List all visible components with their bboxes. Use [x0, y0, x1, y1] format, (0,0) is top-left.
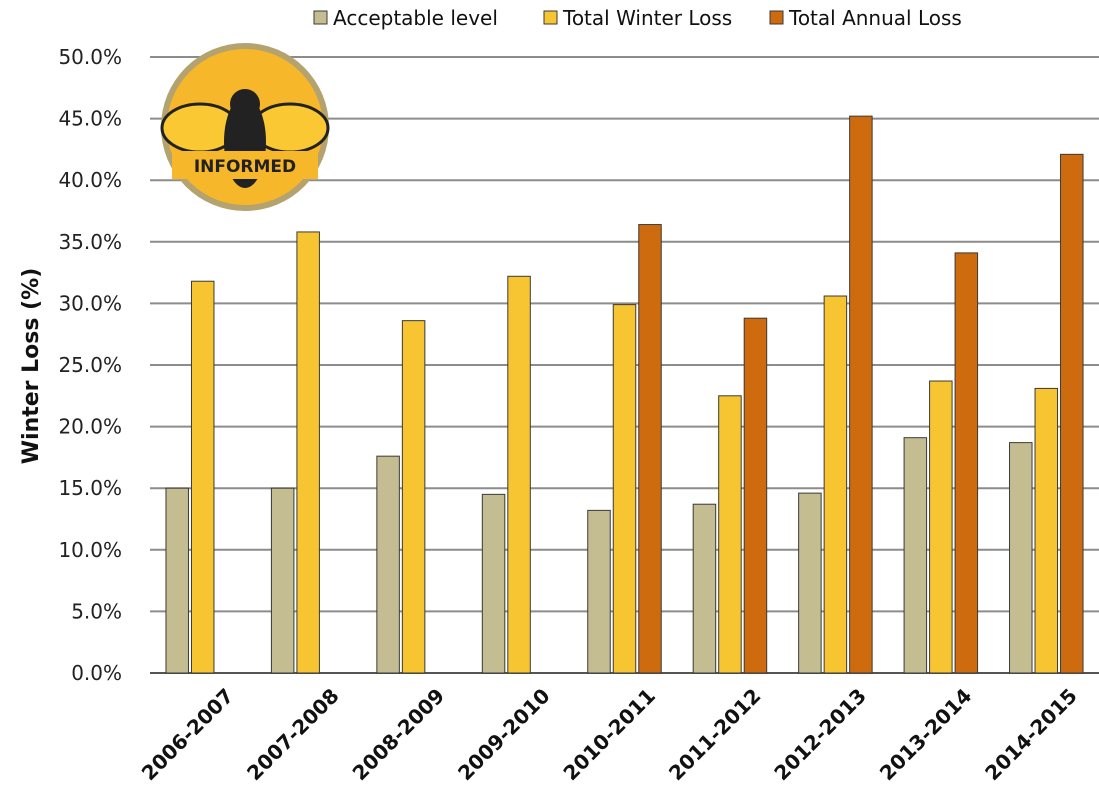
logo-bee-head: [230, 89, 260, 119]
y-axis-ticks: 0.0% 5.0% 10.0% 15.0% 20.0% 25.0% 30.0% 35.0% 40…: [58, 45, 122, 685]
x-tick-label: 2012-2013: [769, 684, 871, 786]
legend-swatch-total-annual-loss: [769, 10, 784, 25]
bar-total-annual-loss: [849, 115, 873, 674]
bars: [165, 115, 1084, 674]
x-tick-label: 2013-2014: [875, 684, 977, 786]
bee-informed-logo: BEE INFORMED: [160, 43, 330, 211]
y-tick-label: 35.0%: [58, 230, 122, 254]
legend-swatch-acceptable-level: [313, 10, 328, 25]
legend-label: Acceptable level: [333, 6, 498, 30]
y-tick-label: 45.0%: [58, 107, 122, 131]
y-tick-label: 50.0%: [58, 45, 122, 69]
bar-acceptable-level: [270, 487, 295, 674]
bar-total-winter-loss: [1034, 387, 1059, 674]
y-tick-label: 40.0%: [58, 168, 122, 192]
bar-total-winter-loss: [296, 231, 320, 674]
bar-acceptable-level: [587, 509, 611, 674]
bar-total-winter-loss: [823, 295, 848, 674]
bar-acceptable-level: [903, 437, 928, 674]
logo-text-bee: BEE: [230, 126, 260, 142]
bar-total-winter-loss: [612, 304, 637, 674]
x-tick-label: 2007-2008: [242, 684, 344, 786]
legend-label: Total Annual Loss: [788, 6, 962, 30]
y-axis-label: Winter Loss (%): [19, 268, 44, 465]
y-tick-label: 25.0%: [58, 353, 122, 377]
y-tick-label: 5.0%: [71, 599, 122, 623]
x-axis-ticks: 2006-2007 2007-2008 2008-2009 2009-2010 2010…: [137, 684, 1082, 786]
bar-total-annual-loss: [1060, 153, 1084, 674]
y-tick-label: 0.0%: [71, 661, 122, 685]
y-tick-label: 20.0%: [58, 415, 122, 439]
bar-total-winter-loss: [929, 380, 953, 674]
bar-total-winter-loss: [190, 280, 215, 674]
bar-total-winter-loss: [507, 275, 531, 674]
logo-band: [172, 151, 318, 179]
bar-total-winter-loss: [718, 395, 742, 674]
legend-swatch-total-winter-loss: [543, 10, 558, 25]
bar-acceptable-level: [165, 487, 189, 674]
bar-acceptable-level: [1009, 442, 1033, 674]
bar-total-annual-loss: [743, 317, 768, 674]
bar-total-annual-loss: [638, 224, 662, 674]
bar-total-winter-loss: [401, 320, 426, 674]
y-tick-label: 10.0%: [58, 538, 122, 562]
x-tick-label: 2008-2009: [348, 684, 450, 786]
bar-acceptable-level: [692, 503, 717, 674]
legend-label: Total Winter Loss: [562, 6, 732, 30]
x-tick-label: 2009-2010: [453, 684, 555, 786]
bar-acceptable-level: [376, 455, 400, 674]
x-tick-label: 2010-2011: [558, 684, 660, 786]
bar-acceptable-level: [481, 493, 506, 674]
bar-acceptable-level: [798, 492, 822, 674]
y-tick-label: 15.0%: [58, 476, 122, 500]
logo-text-informed: INFORMED: [194, 157, 296, 177]
bar-total-annual-loss: [954, 252, 979, 674]
y-tick-label: 30.0%: [58, 291, 122, 315]
x-tick-label: 2006-2007: [137, 684, 239, 786]
x-tick-label: 2011-2012: [664, 684, 766, 786]
legend: Acceptable level Total Winter Loss Total A…: [313, 6, 962, 30]
x-tick-label: 2014-2015: [980, 684, 1082, 786]
